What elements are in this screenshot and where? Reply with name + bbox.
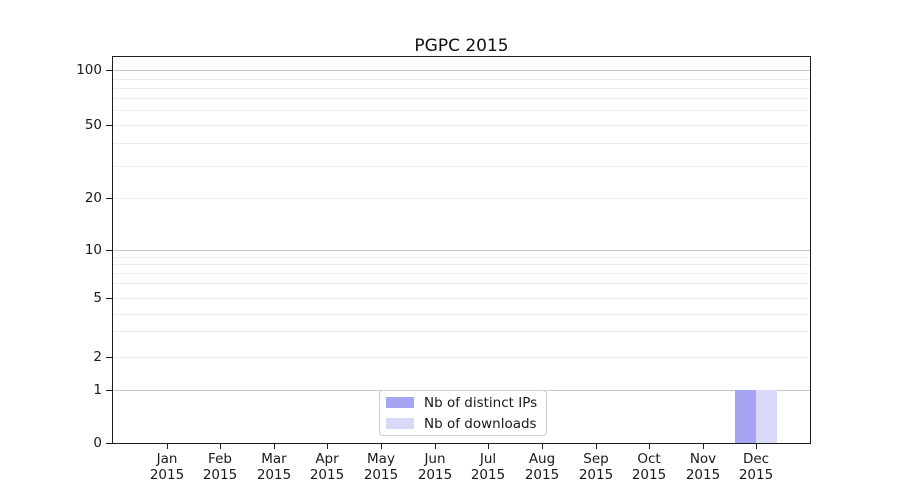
x-tick-year: 2015 (524, 467, 560, 483)
legend-item-downloads: Nb of downloads (386, 416, 546, 432)
x-tick-label: Feb 2015 (177, 451, 263, 483)
y-tick-label: 10 (84, 242, 102, 258)
minor-gridline (113, 298, 810, 299)
minor-gridline (113, 98, 810, 99)
x-tick-label: Dec 2015 (713, 451, 799, 483)
x-tick-month: May (367, 451, 395, 467)
minor-gridline (113, 264, 810, 265)
minor-gridline (113, 357, 810, 358)
y-tick-mark (106, 298, 113, 299)
x-tick-month: Jan (156, 451, 178, 467)
x-tick-label: Aug 2015 (499, 451, 585, 483)
x-tick-month: Aug (528, 451, 556, 467)
x-tick-year: 2015 (149, 467, 185, 483)
x-tick-month: Apr (315, 451, 339, 467)
x-tick-month: Oct (637, 451, 661, 467)
y-tick-mark (106, 250, 113, 251)
legend: Nb of distinct IPs Nb of downloads (379, 390, 547, 436)
y-tick-mark (106, 198, 113, 199)
x-tick-year: 2015 (256, 467, 292, 483)
minor-gridline (113, 125, 810, 126)
x-tick-label: Jul 2015 (445, 451, 531, 483)
x-tick-year: 2015 (417, 467, 453, 483)
y-tick-label: 50 (84, 117, 102, 133)
plot-area (112, 56, 811, 444)
y-tick-label: 20 (84, 190, 102, 206)
legend-label: Nb of downloads (424, 415, 537, 432)
x-tick-label: May 2015 (338, 451, 424, 483)
minor-gridline (113, 88, 810, 89)
x-tick-month: Jul (479, 451, 497, 467)
legend-label: Nb of distinct IPs (424, 394, 538, 411)
y-tick-label: 5 (93, 290, 102, 306)
legend-swatch-downloads (386, 418, 414, 429)
bar-downloads (756, 390, 777, 443)
y-tick-mark (106, 390, 113, 391)
x-tick-year: 2015 (309, 467, 345, 483)
x-tick-label: Apr 2015 (284, 451, 370, 483)
minor-gridline (113, 273, 810, 274)
x-tick-label: Nov 2015 (660, 451, 746, 483)
x-tick-label: Jun 2015 (392, 451, 478, 483)
y-tick-label: 100 (76, 62, 102, 78)
x-tick-mark (703, 444, 704, 449)
minor-gridline (113, 143, 810, 144)
x-tick-mark (649, 444, 650, 449)
x-tick-year: 2015 (738, 467, 774, 483)
x-tick-year: 2015 (363, 467, 399, 483)
x-tick-label: Oct 2015 (606, 451, 692, 483)
x-tick-year: 2015 (202, 467, 238, 483)
minor-gridline (113, 79, 810, 80)
x-tick-mark (542, 444, 543, 449)
x-tick-year: 2015 (631, 467, 667, 483)
x-tick-mark (274, 444, 275, 449)
y-tick-label: 0 (93, 435, 102, 451)
x-tick-mark (756, 444, 757, 449)
x-tick-year: 2015 (578, 467, 614, 483)
minor-gridline (113, 110, 810, 111)
x-tick-mark (167, 444, 168, 449)
legend-swatch-distinct-ips (386, 397, 414, 408)
y-tick-mark (106, 125, 113, 126)
minor-gridline (113, 331, 810, 332)
y-tick-label: 2 (93, 349, 102, 365)
major-gridline (113, 250, 810, 251)
y-tick-mark (106, 443, 113, 444)
bar-distinct-ips (735, 390, 756, 443)
minor-gridline (113, 314, 810, 315)
x-tick-year: 2015 (470, 467, 506, 483)
x-tick-mark (435, 444, 436, 449)
x-tick-mark (327, 444, 328, 449)
x-tick-month: Nov (689, 451, 717, 467)
minor-gridline (113, 257, 810, 258)
chart-title: PGPC 2015 (414, 36, 509, 56)
x-tick-year: 2015 (685, 467, 721, 483)
minor-gridline (113, 198, 810, 199)
x-tick-label: Sep 2015 (553, 451, 639, 483)
x-tick-month: Sep (583, 451, 609, 467)
major-gridline (113, 70, 810, 71)
x-tick-mark (596, 444, 597, 449)
x-tick-label: Mar 2015 (231, 451, 317, 483)
y-tick-mark (106, 70, 113, 71)
x-tick-mark (488, 444, 489, 449)
x-tick-label: Jan 2015 (124, 451, 210, 483)
y-tick-mark (106, 357, 113, 358)
x-tick-month: Jun (424, 451, 446, 467)
x-tick-month: Feb (208, 451, 232, 467)
x-tick-mark (220, 444, 221, 449)
y-tick-label: 1 (93, 382, 102, 398)
legend-item-distinct-ips: Nb of distinct IPs (386, 395, 546, 411)
minor-gridline (113, 166, 810, 167)
x-tick-month: Mar (261, 451, 287, 467)
x-tick-month: Dec (742, 451, 770, 467)
x-tick-mark (381, 444, 382, 449)
minor-gridline (113, 283, 810, 284)
